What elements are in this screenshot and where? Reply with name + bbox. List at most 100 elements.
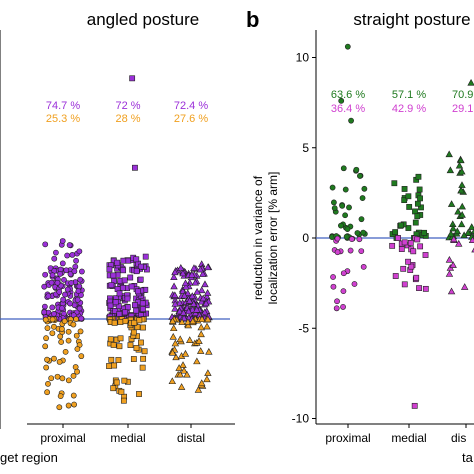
panel-a-point-positive: [188, 270, 196, 278]
panel-a-point-positive: [74, 296, 81, 303]
panel-a-point-positive: [199, 270, 207, 277]
panel-a-point-positive: [198, 286, 206, 294]
panel-b-point-negative: [398, 246, 405, 252]
panel-b-point-positive: [457, 156, 465, 164]
panel-a-point-negative: [139, 364, 146, 371]
panel-a-point-positive: [120, 284, 126, 291]
panel-a-point-positive: [68, 279, 75, 286]
panel-a-point-negative: [111, 362, 118, 369]
panel-a-point-positive: [76, 248, 83, 255]
panel-a-point-positive: [139, 300, 146, 307]
panel-a-point-negative: [110, 342, 117, 348]
panel-b-point-positive: [458, 167, 466, 175]
panel-b-point-negative: [351, 281, 358, 287]
panel-b-point-positive: [418, 204, 424, 211]
panel-a-point-positive: [120, 267, 127, 274]
panel-a-point-positive: [124, 295, 131, 302]
panel-a-point-positive: [171, 304, 179, 312]
panel-a-point-negative: [204, 369, 212, 376]
panel-b-point-positive: [447, 200, 456, 207]
panel-a-point-negative: [205, 347, 213, 355]
panel-a-point-positive: [127, 274, 134, 281]
panel-b-point-negative: [407, 240, 414, 246]
panel-b-point-negative: [450, 235, 458, 243]
panel-a-point-positive: [41, 303, 48, 310]
panel-b-x-ticks: proximal medial dis: [325, 424, 467, 445]
panel-a-xtick-distal: distal: [177, 431, 205, 445]
panel-a-point-positive: [116, 311, 123, 317]
panel-b-point-positive: [406, 204, 413, 210]
panel-a-point-positive: [204, 263, 212, 271]
panel-b-point-positive: [346, 204, 352, 211]
panel-a-point-negative: [74, 346, 81, 352]
panel-a-point-positive: [137, 276, 144, 283]
panel-a-point-positive: [77, 276, 84, 283]
panel-b-point-outlier: [411, 402, 418, 409]
panel-a-point-positive: [184, 307, 193, 315]
panel-b-point-negative: [401, 239, 408, 246]
panel-a-point-positive: [63, 267, 70, 274]
panel-b-point-negative: [389, 242, 396, 249]
panel-a-point-positive: [78, 315, 85, 322]
panel-b-title: straight posture: [353, 10, 470, 29]
panel-a-point-negative: [138, 339, 144, 346]
panel-b-ylabel: reduction in variance of localization er…: [251, 172, 280, 305]
panel-b-xtick-medial: medial: [391, 431, 426, 445]
panel-a-point-negative: [168, 377, 176, 385]
panel-b-point-positive: [412, 208, 418, 215]
panel-b-point-positive: [405, 193, 412, 200]
panel-b-point-negative: [360, 263, 367, 270]
panel-a-point-negative: [117, 319, 124, 325]
panel-a-point-positive: [191, 278, 200, 286]
panel-a-point-negative: [176, 370, 184, 378]
panel-a-point-positive: [182, 282, 190, 290]
panel-a-point-negative: [74, 368, 80, 375]
panel-a-point-positive: [196, 265, 205, 273]
panel-a-point-positive: [75, 288, 82, 294]
panel-b-point-positive: [468, 223, 474, 230]
panel-a-point-negative: [77, 328, 84, 335]
panel-a-point-positive: [108, 282, 115, 289]
panel-a-point-positive: [57, 271, 63, 277]
panel-a-point-positive: [59, 260, 66, 267]
panel-a-point-negative: [48, 375, 55, 382]
panel-b-ytick-label: 5: [302, 141, 309, 155]
panel-b-point-positive: [340, 165, 347, 172]
panel-a-point-negative: [193, 357, 201, 365]
panel-a-point-outlier: [132, 164, 138, 171]
panel-a-point-negative: [203, 375, 211, 383]
panel-a-point-negative: [59, 375, 66, 382]
panel-b-point-negative: [445, 270, 454, 277]
panel-b-point-positive: [331, 205, 338, 212]
panel-a-point-positive: [175, 299, 184, 306]
panel-a-point-negative: [49, 316, 56, 323]
panel-a-point-negative: [113, 379, 120, 386]
panel-a-point-positive: [48, 279, 55, 286]
panel-a-point-negative: [130, 356, 137, 362]
panel-b-point-positive: [361, 185, 368, 192]
panel-a-point-negative: [133, 345, 140, 351]
panel-b-point-negative: [468, 236, 474, 244]
panel-a-pct-neg-medial: 28 %: [115, 113, 140, 125]
panel-b-label: b: [246, 7, 259, 32]
panel-a-point-positive: [175, 307, 184, 315]
panel-a-point-negative: [56, 404, 63, 411]
panel-a-point-positive: [115, 303, 122, 310]
panel-a-point-positive: [124, 304, 131, 311]
panel-a-point-positive: [171, 300, 179, 307]
panel-a-point-negative: [108, 356, 115, 363]
panel-a-point-positive: [179, 269, 187, 277]
panel-a-point-negative: [189, 317, 197, 325]
panel-b-point-negative: [330, 283, 337, 290]
panel-a-point-negative: [183, 370, 191, 378]
panel-a-point-negative: [65, 328, 72, 335]
panel-b-point-positive: [338, 222, 344, 229]
panel-a-point-positive: [114, 259, 121, 266]
panel-a-point-negative: [179, 361, 187, 368]
panel-a-point-negative: [195, 337, 203, 344]
panel-a-point-positive: [133, 307, 139, 314]
panel-b-point-positive: [405, 225, 412, 231]
panel-b-pct-neg-medial: 42.9 %: [392, 103, 426, 115]
panel-b-point-positive: [330, 199, 337, 206]
panel-b-point-outlier: [348, 117, 354, 124]
